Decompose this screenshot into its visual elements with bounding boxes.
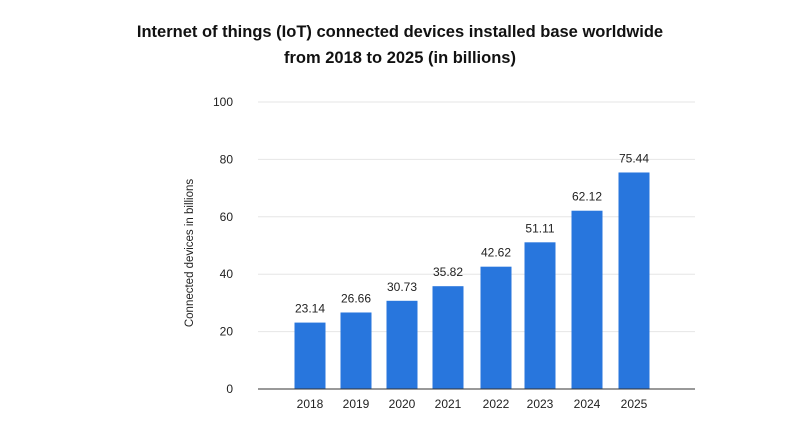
x-tick-label: 2020 (389, 397, 416, 411)
x-tick-label: 2023 (527, 397, 554, 411)
data-labels: 23.14 26.66 30.73 35.82 42.62 51.11 62.12 75.44 (295, 151, 649, 315)
data-label: 75.44 (619, 151, 649, 165)
data-label: 42.62 (481, 246, 511, 260)
y-axis-label: Connected devices in billions (184, 179, 196, 328)
x-tick-label: 2022 (483, 397, 510, 411)
y-axis-ticks: 0 20 40 60 80 100 (213, 95, 233, 396)
bar-2023 (524, 242, 556, 389)
y-tick-label: 60 (220, 210, 234, 224)
bar-2022 (480, 266, 512, 389)
data-label: 26.66 (341, 291, 371, 305)
data-label: 23.14 (295, 302, 325, 316)
data-label: 35.82 (433, 265, 463, 279)
data-label: 51.11 (525, 221, 554, 235)
x-tick-label: 2019 (343, 397, 370, 411)
bars (294, 172, 650, 389)
bar-2020 (386, 300, 418, 389)
chart-title: Internet of things (IoT) connected devic… (136, 23, 664, 41)
y-tick-label: 0 (226, 382, 233, 396)
y-tick-label: 80 (220, 152, 234, 166)
bar-2018 (294, 322, 326, 389)
y-tick-label: 20 (220, 325, 234, 339)
x-axis-ticks: 2018 2019 2020 2021 2022 2023 2024 2025 (297, 397, 648, 411)
bar-2024 (571, 210, 603, 389)
x-tick-label: 2018 (297, 397, 324, 411)
bar-2019 (340, 312, 372, 389)
bar-2025 (618, 172, 650, 389)
y-tick-label: 100 (213, 95, 233, 109)
x-tick-label: 2021 (435, 397, 462, 411)
x-tick-label: 2025 (621, 397, 648, 411)
y-tick-label: 40 (220, 267, 234, 281)
chart-subtitle: from 2018 to 2025 (in billions) (284, 49, 516, 67)
data-label: 62.12 (572, 190, 602, 204)
data-label: 30.73 (387, 280, 417, 294)
bar-2021 (432, 286, 464, 389)
x-tick-label: 2024 (574, 397, 601, 411)
